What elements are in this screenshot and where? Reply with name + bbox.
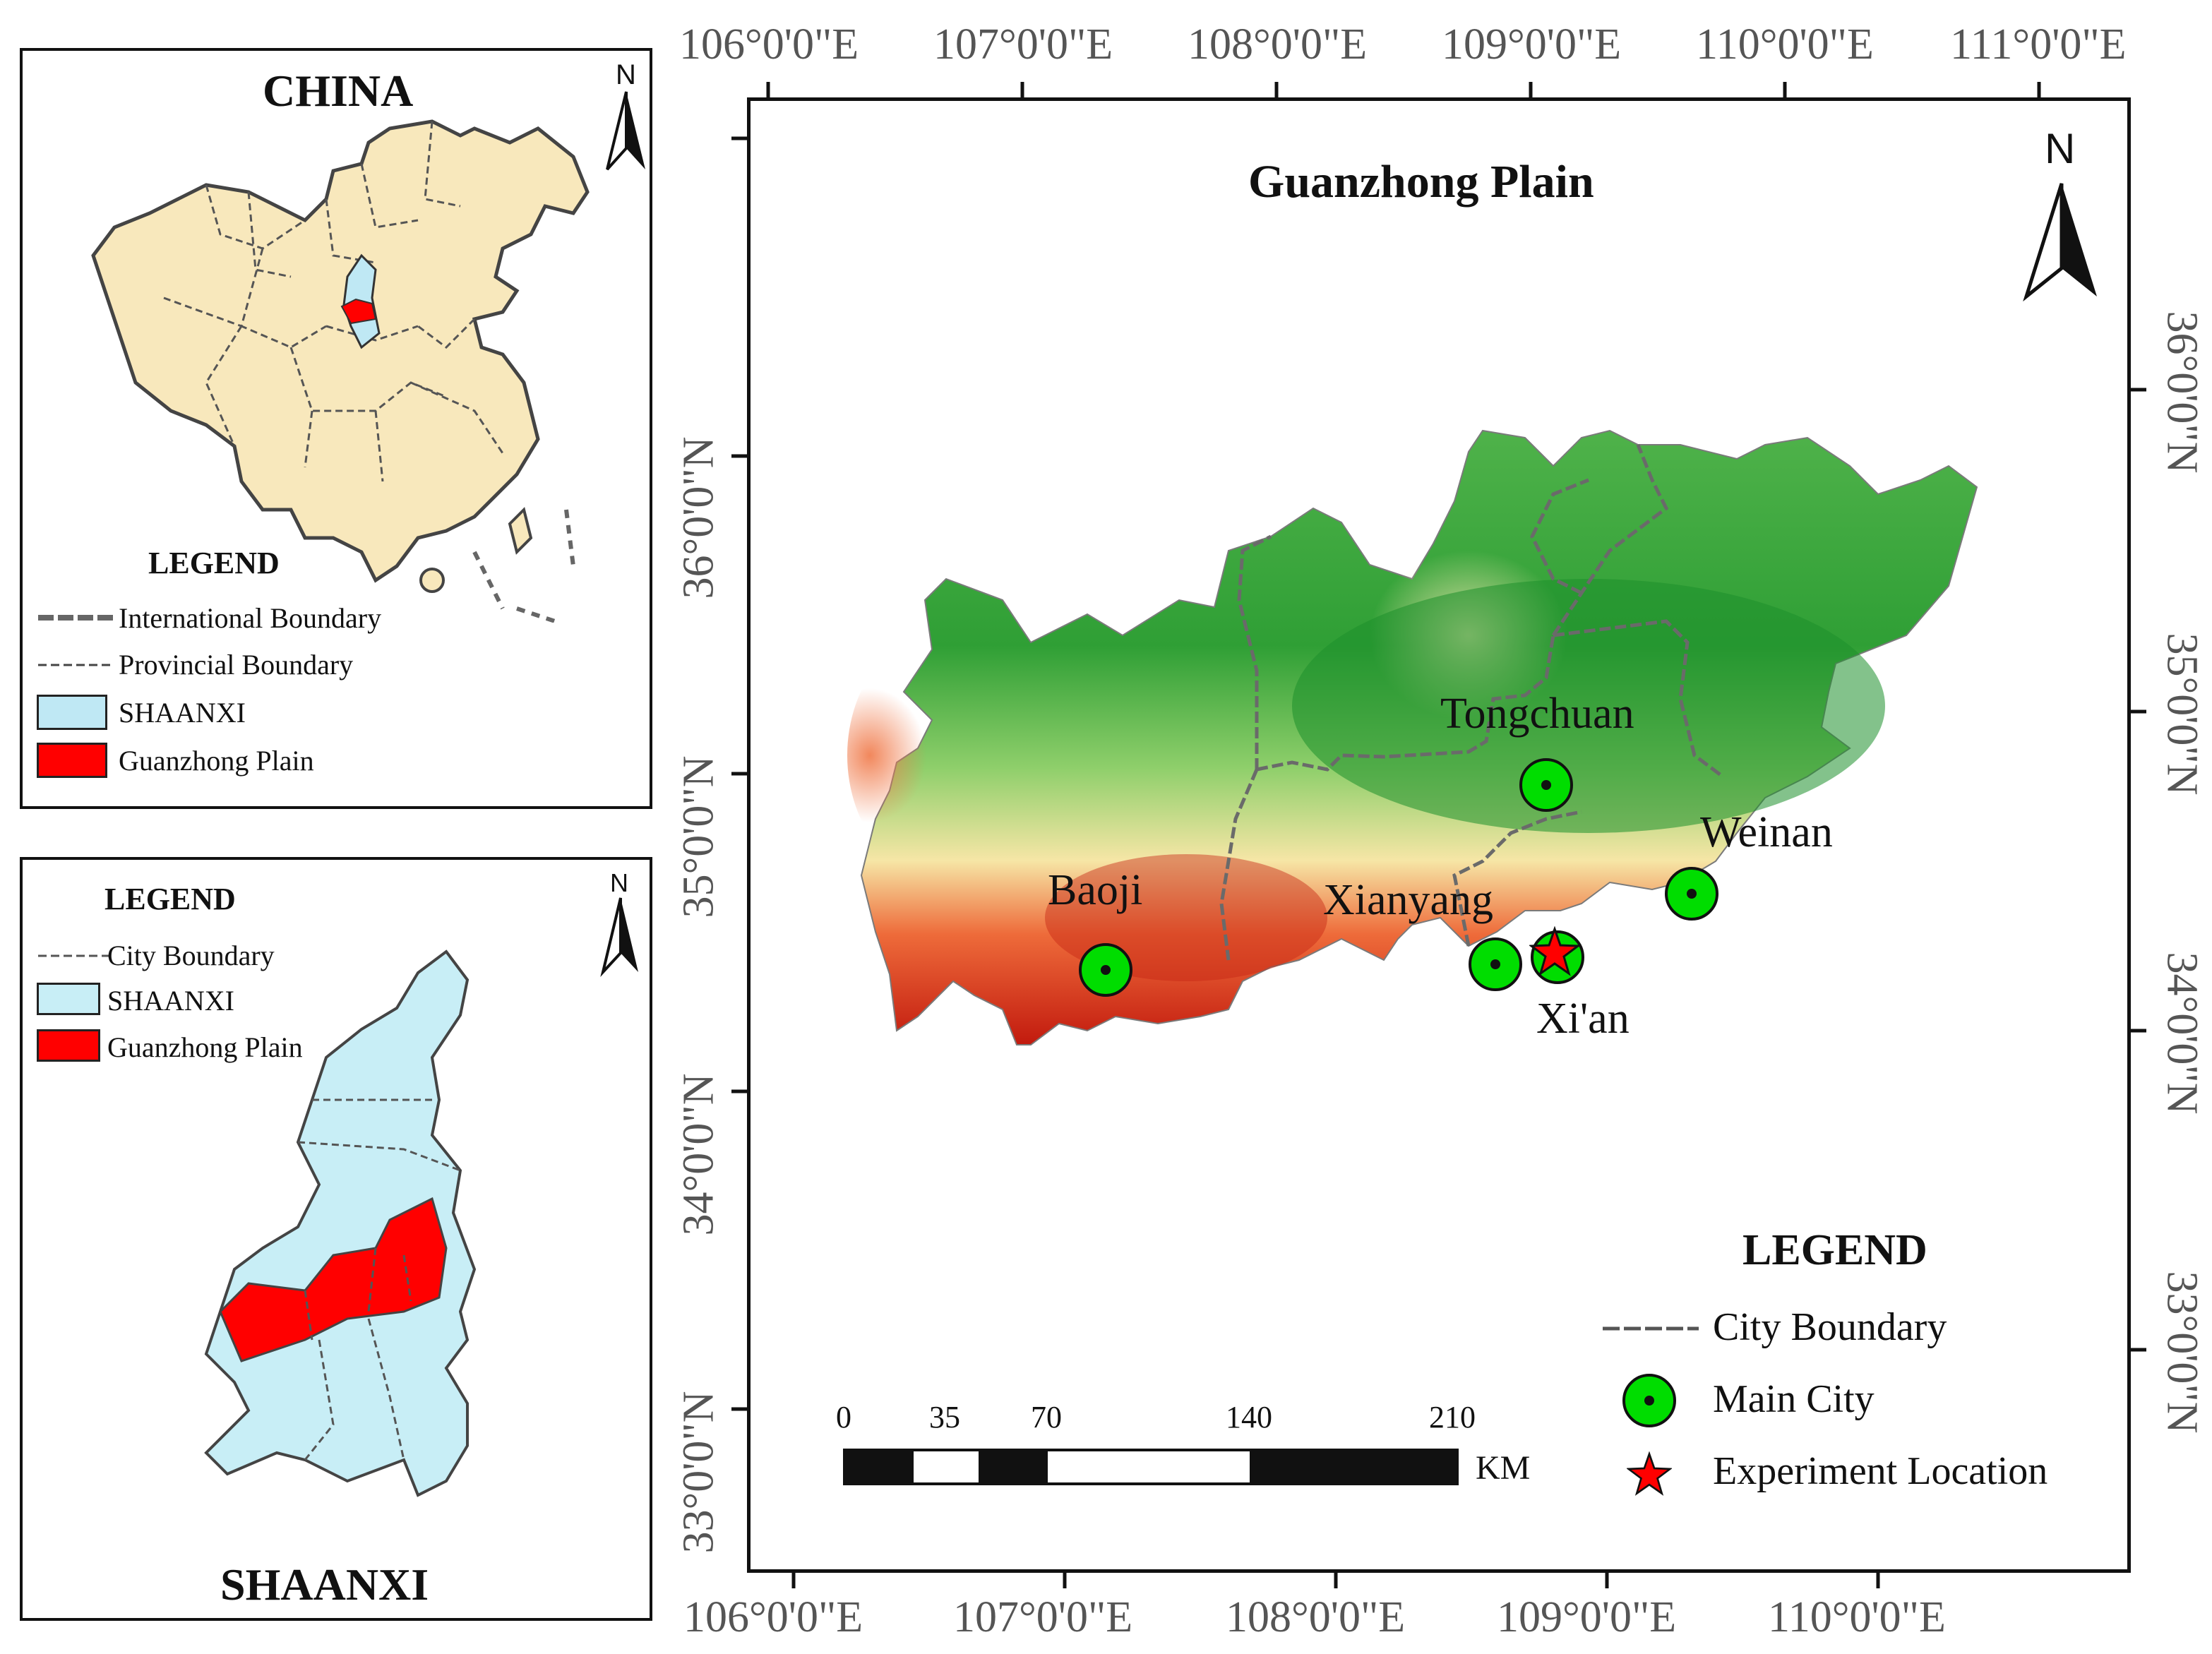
- lon-label-top: 109°0'0"E: [1442, 20, 1622, 68]
- main-map-title: Guanzhong Plain: [1248, 156, 1594, 208]
- shaanxi-panel: LEGEND City Boundary SHAANXI Guanzhong P…: [20, 857, 652, 1621]
- lon-label-top: 107°0'0"E: [933, 20, 1113, 68]
- china-legend-label: International Boundary: [119, 602, 382, 634]
- international-boundary-symbol: [38, 615, 113, 621]
- china-legend-label: SHAANXI: [119, 697, 246, 729]
- shaanxi-legend-label: City Boundary: [107, 940, 275, 971]
- scale-bar: [843, 1449, 1459, 1485]
- main-city-marker: [1079, 943, 1132, 997]
- north-label: N: [2045, 125, 2076, 172]
- main-city-marker: [1665, 867, 1718, 921]
- north-arrow-icon: [2023, 183, 2097, 302]
- scale-tick-label: 35: [929, 1400, 960, 1434]
- north-label: N: [616, 59, 636, 90]
- lon-label-top: 106°0'0"E: [679, 20, 859, 68]
- city-label-weinan: Weinan: [1700, 808, 1833, 856]
- china-panel: CHINA N LEGEND International Boundary: [20, 48, 652, 809]
- shaanxi-map: [204, 949, 477, 1497]
- experiment-location-legend-icon: [1627, 1451, 1672, 1496]
- china-legend-label: Provincial Boundary: [119, 649, 354, 681]
- main-city-marker: [1469, 937, 1522, 991]
- shaanxi-title: SHAANXI: [220, 1559, 429, 1610]
- lon-label-bottom: 110°0'0"E: [1768, 1593, 1946, 1641]
- main-legend-title: LEGEND: [1742, 1226, 1927, 1274]
- china-title: CHINA: [263, 66, 414, 116]
- city-label-tongchuan: Tongchuan: [1440, 690, 1634, 738]
- china-legend-label: Guanzhong Plain: [119, 745, 314, 777]
- city-label-xian: Xi'an: [1536, 995, 1630, 1043]
- shaanxi-legend-label: Guanzhong Plain: [107, 1031, 303, 1063]
- lon-label-top: 110°0'0"E: [1696, 20, 1874, 68]
- experiment-location-star-icon: [1529, 926, 1580, 976]
- city-label-baoji: Baoji: [1048, 866, 1143, 914]
- main-city-marker: [1519, 758, 1573, 812]
- city-label-xianyang: Xianyang: [1323, 876, 1494, 924]
- shaanxi-legend-title: LEGEND: [104, 882, 236, 916]
- guanzhong-swatch: [37, 743, 107, 778]
- lon-label-top: 108°0'0"E: [1188, 20, 1368, 68]
- china-legend-title: LEGEND: [148, 546, 280, 580]
- main-legend-label: Main City: [1713, 1377, 1875, 1421]
- lon-label-bottom: 107°0'0"E: [953, 1593, 1133, 1641]
- guanzhong-swatch: [37, 1029, 100, 1062]
- north-label: N: [610, 868, 628, 897]
- scale-unit: KM: [1476, 1449, 1531, 1487]
- city-boundary-symbol: [1603, 1326, 1699, 1331]
- scale-tick-label: 210: [1429, 1400, 1476, 1434]
- lon-label-bottom: 109°0'0"E: [1497, 1593, 1677, 1641]
- scale-tick-label: 140: [1226, 1400, 1272, 1434]
- main-city-legend-icon: [1622, 1374, 1676, 1427]
- scale-tick-label: 70: [1031, 1400, 1062, 1434]
- main-legend-label: Experiment Location: [1713, 1449, 2048, 1493]
- lon-label-top: 111°0'0"E: [1950, 20, 2127, 68]
- north-arrow-icon: [600, 897, 638, 977]
- main-legend-label: City Boundary: [1713, 1305, 1947, 1349]
- china-map: [91, 119, 590, 623]
- lon-label-bottom: 108°0'0"E: [1226, 1593, 1406, 1641]
- lon-label-bottom: 106°0'0"E: [683, 1593, 863, 1641]
- shaanxi-swatch: [37, 983, 100, 1015]
- north-arrow-icon: [606, 91, 645, 171]
- shaanxi-legend-label: SHAANXI: [107, 985, 234, 1017]
- scale-tick-label: 0: [836, 1400, 851, 1434]
- shaanxi-swatch: [37, 695, 107, 730]
- city-boundaries: [1219, 444, 1724, 961]
